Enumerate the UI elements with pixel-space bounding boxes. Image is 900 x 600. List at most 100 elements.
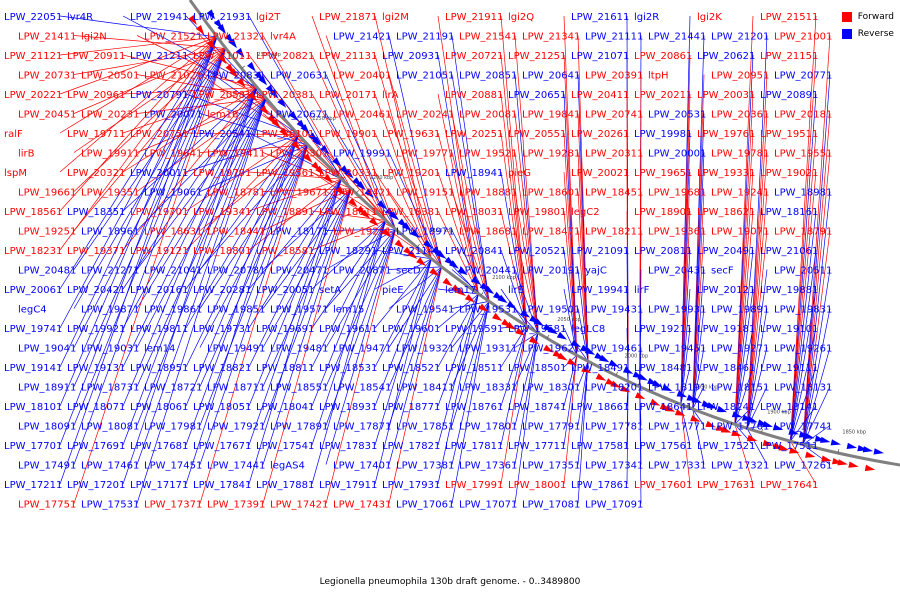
gene-leader-line xyxy=(73,48,227,504)
gene-label: LPW_17881 xyxy=(256,480,314,491)
gene-label: LPW_17061 xyxy=(396,500,454,511)
gene-leader-line xyxy=(451,113,490,302)
forward-gene-arrow xyxy=(581,365,592,374)
gene-label: LPW_19131 xyxy=(67,363,125,374)
reverse-gene-arrow xyxy=(637,373,648,381)
gene-label: LPW_20511 xyxy=(774,266,832,277)
forward-gene-arrow xyxy=(217,54,227,65)
gene-leader-line xyxy=(790,327,817,442)
gene-label: LPW_20881 xyxy=(445,90,503,101)
gene-label: LPW_17341 xyxy=(585,461,643,472)
gene-leader-line xyxy=(577,191,589,362)
gene-leader-line xyxy=(73,48,227,348)
reverse-gene-arrow xyxy=(652,380,663,387)
reverse-gene-arrow xyxy=(300,124,310,134)
gene-label: LPW_20441 xyxy=(459,266,517,277)
reverse-gene-arrow xyxy=(344,169,354,179)
gene-label: LPW_19361 xyxy=(648,227,706,238)
gene-label: LPW_17671 xyxy=(193,441,251,452)
gene-label: LPW_18161 xyxy=(760,207,818,218)
gene-label: LPW_18901 xyxy=(634,207,692,218)
gene-leader-line xyxy=(577,361,589,387)
gene-label: LPW_18491 xyxy=(571,363,629,374)
gene-leader-line xyxy=(746,113,768,429)
gene-leader-line xyxy=(563,327,578,356)
legend-reverse-label: Reverse xyxy=(857,28,894,39)
gene-label: LPW_21011 xyxy=(193,51,251,62)
gene-label: lgi2R xyxy=(634,12,659,23)
gene-label: LPW_20001 xyxy=(648,149,706,160)
kbp-tick-label: 2000 kbp xyxy=(625,354,649,360)
gene-leader-line xyxy=(388,113,443,268)
reverse-gene-arrow xyxy=(247,61,256,72)
gene-label: LPW_18961 xyxy=(81,227,139,238)
forward-gene-arrow xyxy=(442,277,453,287)
gene-labels: LPW_22051 lvr4R LPW_21941 LPW_21931 lgi2T LPW… xyxy=(4,12,832,511)
gene-label: LPW_17451 xyxy=(144,461,202,472)
gene-label: LPW_21911 xyxy=(445,12,503,23)
gene-leader-line xyxy=(325,229,396,309)
gene-leader-line xyxy=(136,98,267,387)
gene-label: lgi2T xyxy=(256,12,281,23)
gene-label: LPW_17561 xyxy=(634,441,692,452)
reverse-gene-arrow xyxy=(410,229,421,239)
gene-label: LPW_19541 xyxy=(396,305,454,316)
gene-leader-line xyxy=(563,132,578,356)
reverse-gene-arrow xyxy=(520,309,531,318)
forward-gene-arrow xyxy=(271,118,281,129)
gene-leader-line xyxy=(73,48,227,465)
gene-leader-line xyxy=(514,191,539,333)
gene-label: LPW_21041 xyxy=(144,266,202,277)
forward-gene-arrow xyxy=(515,327,526,336)
gene-leader-line xyxy=(199,144,309,387)
gene-leader-line xyxy=(692,386,705,410)
forward-gene-arrow xyxy=(248,91,258,102)
gene-label: LPW_18561 xyxy=(4,207,62,218)
gene-leader-line xyxy=(680,249,691,405)
reverse-gene-arrow xyxy=(423,239,433,249)
gene-label: lem15 xyxy=(333,305,364,316)
gene-leader-line xyxy=(374,132,432,259)
gene-leader-line xyxy=(374,258,432,368)
gene-leader-line xyxy=(122,87,258,95)
gene-label: LPW_17371 xyxy=(144,500,202,511)
gene-leader-line xyxy=(500,326,528,446)
gene-leader-line xyxy=(437,93,479,295)
reverse-gene-arrow xyxy=(622,366,634,374)
kbp-tick xyxy=(837,449,840,454)
gene-leader-line xyxy=(680,404,691,485)
gene-label: LPW_20931 xyxy=(382,51,440,62)
gene-label: LPW_17981 xyxy=(144,422,202,433)
gene-label: LPW_18941 xyxy=(445,168,503,179)
kbp-tick-label: 2300 kbp xyxy=(257,52,281,58)
gene-leader-line xyxy=(388,266,443,387)
gene-leader-line xyxy=(437,54,479,295)
gene-leader-line xyxy=(73,48,227,231)
gene-label: LPW_17601 xyxy=(634,480,692,491)
gene-leader-line xyxy=(437,171,479,295)
gene-leader-line xyxy=(790,366,817,442)
gene-label: LPW_19731 xyxy=(193,324,251,335)
gene-leader-line xyxy=(374,258,432,329)
gene-label: LPW_19881 xyxy=(760,285,818,296)
reverse-gene-arrow xyxy=(320,145,330,155)
gene-label: ralF xyxy=(4,129,23,140)
forward-gene-arrow xyxy=(259,105,269,115)
gene-label: LPW_19251 xyxy=(18,227,76,238)
gene-label: LPW_18461 xyxy=(697,363,755,374)
gene-label: LPW_19771 xyxy=(396,149,454,160)
gene-leader-line xyxy=(248,179,342,485)
gene-label: LPW_19701 xyxy=(130,207,188,218)
gene-label: LPW_22051 xyxy=(4,12,62,23)
gene-label: lgi2Q xyxy=(508,12,534,23)
gene-leader-line xyxy=(325,74,397,230)
gene-label: LPW_21201 xyxy=(711,32,769,43)
gene-leader-line xyxy=(734,171,754,425)
gene-label: LPW_17531 xyxy=(81,500,139,511)
gene-leader-line xyxy=(577,269,589,362)
gene-leader-line xyxy=(639,347,642,387)
gene-label: LPW_20721 xyxy=(445,51,503,62)
gene-leader-line xyxy=(262,188,352,504)
gene-label: LPW_20481 xyxy=(18,266,76,277)
reverse-gene-arrow xyxy=(470,276,481,285)
